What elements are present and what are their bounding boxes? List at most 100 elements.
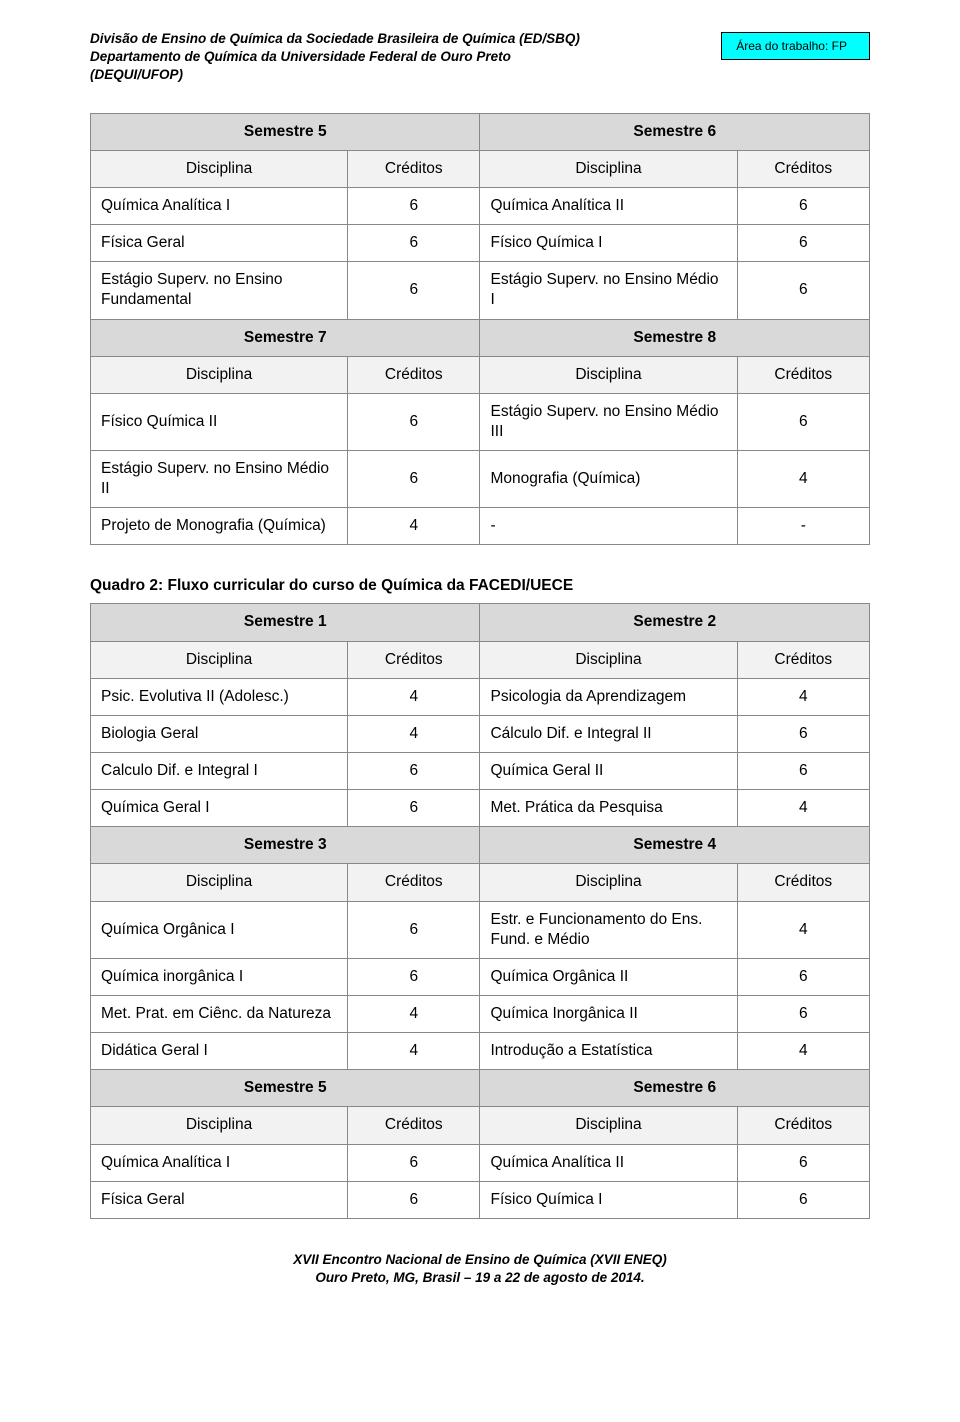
cell: 6 — [737, 225, 869, 262]
table-row: Projeto de Monografia (Química) 4 - - — [91, 508, 870, 545]
page-footer: XVII Encontro Nacional de Ensino de Quím… — [90, 1251, 870, 1287]
cell: Química Analítica II — [480, 1144, 737, 1181]
sem6-header: Semestre 6 — [480, 113, 870, 150]
cell: Estr. e Funcionamento do Ens. Fund. e Mé… — [480, 901, 737, 958]
cell: 6 — [348, 262, 480, 319]
table-row: Estágio Superv. no Ensino Médio II 6 Mon… — [91, 451, 870, 508]
table-row: Física Geral 6 Físico Química I 6 — [91, 1181, 870, 1218]
table-row: Físico Química II 6 Estágio Superv. no E… — [91, 393, 870, 450]
cell: 6 — [737, 1144, 869, 1181]
sem8-header: Semestre 8 — [480, 319, 870, 356]
cell: - — [737, 508, 869, 545]
cell: 6 — [737, 187, 869, 224]
cell: Química Analítica I — [91, 187, 348, 224]
cell: 6 — [737, 958, 869, 995]
cell: 4 — [737, 790, 869, 827]
cell: 4 — [348, 678, 480, 715]
cell: Química Inorgânica II — [480, 996, 737, 1033]
table-row: Estágio Superv. no Ensino Fundamental 6 … — [91, 262, 870, 319]
cell: 6 — [737, 262, 869, 319]
cell: Met. Prática da Pesquisa — [480, 790, 737, 827]
cell: 4 — [348, 508, 480, 545]
col-cred: Créditos — [348, 641, 480, 678]
col-disc: Disciplina — [480, 356, 737, 393]
col-cred: Créditos — [348, 1107, 480, 1144]
cell: 6 — [737, 996, 869, 1033]
col-disc: Disciplina — [91, 356, 348, 393]
col-disc: Disciplina — [480, 150, 737, 187]
table-row: Disciplina Créditos Disciplina Créditos — [91, 864, 870, 901]
table-row: Química Analítica I 6 Química Analítica … — [91, 1144, 870, 1181]
cell: Físico Química I — [480, 1181, 737, 1218]
cell: 4 — [737, 901, 869, 958]
col-cred: Créditos — [737, 356, 869, 393]
col-disc: Disciplina — [480, 864, 737, 901]
org-line-3: (DEQUI/UFOP) — [90, 67, 183, 82]
table-row: Didática Geral I 4 Introdução a Estatíst… — [91, 1033, 870, 1070]
table-row: Disciplina Créditos Disciplina Créditos — [91, 150, 870, 187]
cell: Psic. Evolutiva II (Adolesc.) — [91, 678, 348, 715]
cell: Didática Geral I — [91, 1033, 348, 1070]
cell: 4 — [348, 1033, 480, 1070]
table-row: Semestre 5 Semestre 6 — [91, 1070, 870, 1107]
col-disc: Disciplina — [91, 641, 348, 678]
col-disc: Disciplina — [91, 1107, 348, 1144]
col-disc: Disciplina — [91, 150, 348, 187]
cell: Psicologia da Aprendizagem — [480, 678, 737, 715]
col-disc: Disciplina — [480, 1107, 737, 1144]
cell: 6 — [348, 451, 480, 508]
cell: Calculo Dif. e Integral I — [91, 753, 348, 790]
sem4-header: Semestre 4 — [480, 827, 870, 864]
cell: Cálculo Dif. e Integral II — [480, 715, 737, 752]
table-row: Semestre 1 Semestre 2 — [91, 604, 870, 641]
sem7-header: Semestre 7 — [91, 319, 480, 356]
cell: Introdução a Estatística — [480, 1033, 737, 1070]
footer-line-2: Ouro Preto, MG, Brasil – 19 a 22 de agos… — [315, 1270, 644, 1285]
table-row: Calculo Dif. e Integral I 6 Química Gera… — [91, 753, 870, 790]
cell: 6 — [348, 753, 480, 790]
table-row: Química Geral I 6 Met. Prática da Pesqui… — [91, 790, 870, 827]
cell: 4 — [348, 996, 480, 1033]
table-row: Biologia Geral 4 Cálculo Dif. e Integral… — [91, 715, 870, 752]
cell: Química Orgânica I — [91, 901, 348, 958]
org-line-2: Departamento de Química da Universidade … — [90, 49, 511, 64]
col-cred: Créditos — [737, 1107, 869, 1144]
cell: 4 — [737, 678, 869, 715]
col-cred: Créditos — [737, 641, 869, 678]
table-row: Semestre 5 Semestre 6 — [91, 113, 870, 150]
cell: Projeto de Monografia (Química) — [91, 508, 348, 545]
cell: 6 — [348, 393, 480, 450]
sem1-header: Semestre 1 — [91, 604, 480, 641]
cell: 4 — [737, 1033, 869, 1070]
cell: Química Orgânica II — [480, 958, 737, 995]
cell: Físico Química I — [480, 225, 737, 262]
col-disc: Disciplina — [91, 864, 348, 901]
cell: Química Analítica I — [91, 1144, 348, 1181]
cell: Estágio Superv. no Ensino Médio I — [480, 262, 737, 319]
cell: 4 — [737, 451, 869, 508]
area-box: Área do trabalho: FP — [721, 32, 870, 60]
table2-caption: Quadro 2: Fluxo curricular do curso de Q… — [90, 577, 870, 595]
sem5-header: Semestre 5 — [91, 113, 480, 150]
sem6-header: Semestre 6 — [480, 1070, 870, 1107]
page: Divisão de Ensino de Química da Sociedad… — [0, 0, 960, 1327]
cell: 6 — [348, 187, 480, 224]
cell: Biologia Geral — [91, 715, 348, 752]
col-cred: Créditos — [737, 150, 869, 187]
cell: Química inorgânica I — [91, 958, 348, 995]
cell: 6 — [737, 393, 869, 450]
cell: Química Analítica II — [480, 187, 737, 224]
area-label: Área do trabalho: — [736, 39, 831, 53]
cell: 6 — [737, 753, 869, 790]
cell: 6 — [348, 1144, 480, 1181]
cell: Monografia (Química) — [480, 451, 737, 508]
col-cred: Créditos — [348, 864, 480, 901]
cell: Química Geral I — [91, 790, 348, 827]
cell: Estágio Superv. no Ensino Médio II — [91, 451, 348, 508]
table-row: Semestre 3 Semestre 4 — [91, 827, 870, 864]
col-cred: Créditos — [737, 864, 869, 901]
col-disc: Disciplina — [480, 641, 737, 678]
cell: Físico Química II — [91, 393, 348, 450]
col-cred: Créditos — [348, 356, 480, 393]
sem5-header: Semestre 5 — [91, 1070, 480, 1107]
